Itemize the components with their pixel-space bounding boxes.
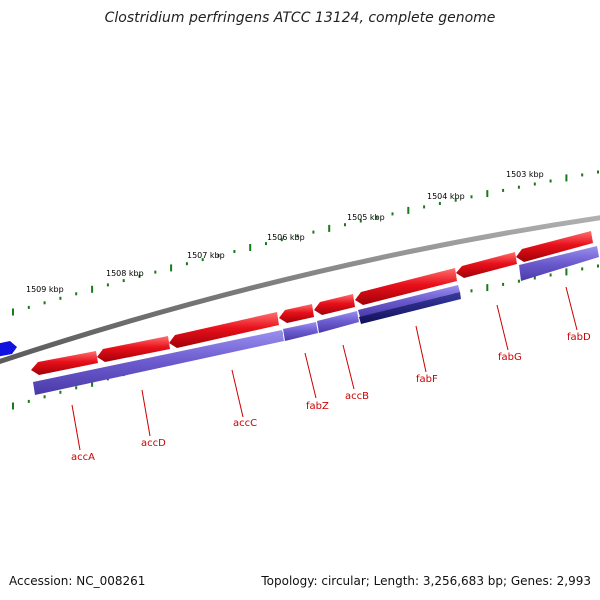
gene-arrow-forward[interactable] [279,304,314,323]
minor-tick [423,205,426,209]
minor-tick [344,223,346,227]
minor-tick [438,202,441,205]
gene-leader-lines [71,286,578,451]
gene-label[interactable]: fabF [416,374,438,385]
major-tick [486,190,489,198]
major-tick [407,206,410,214]
minor-tick [470,195,473,199]
minor-tick [359,219,362,223]
gene-label[interactable]: accD [141,438,166,449]
gene-bar-reverse[interactable] [317,311,359,333]
minor-tick [233,250,236,253]
minor-tick [185,262,188,266]
minor-tick [59,390,62,394]
scale-label: 1506 kbp [267,233,305,242]
major-tick [12,402,14,410]
gene-labels: accA accD accC fabZ accB fabF fabG fabD [71,332,591,463]
major-tick [91,285,94,293]
outer-tick-track [12,170,599,316]
minor-tick [312,230,315,234]
minor-tick [597,264,599,268]
genome-backbone [0,215,600,364]
minor-tick [106,283,109,287]
minor-tick [59,296,62,300]
major-tick [565,174,568,182]
gene-bar-reverse[interactable] [33,330,284,395]
minor-tick [201,258,204,262]
scale-label: 1504 kbp [427,192,465,201]
minor-tick [502,282,505,286]
major-tick [249,244,252,251]
gene-label[interactable]: fabG [498,352,522,363]
minor-tick [122,279,125,283]
minor-tick [217,254,220,257]
minor-tick [581,173,584,177]
major-tick [328,224,331,232]
scale-label: 1508 kbp [106,269,144,278]
gene-arrow-forward[interactable] [456,252,517,278]
forward-strand-genes [31,231,593,375]
gene-label[interactable]: accB [345,391,369,402]
gene-arrow-forward[interactable] [169,312,279,348]
scale-label: 1503 kbp [506,170,544,179]
gene-bar-reverse[interactable] [519,246,599,281]
major-tick [565,268,568,276]
scale-label: 1505 kbp [347,213,385,222]
gene-bar-reverse-highlight[interactable] [359,292,461,324]
minor-tick [517,279,520,283]
minor-tick [375,215,378,219]
major-tick [486,284,489,292]
scale-label: 1507 kbp [187,251,225,260]
minor-tick [138,274,141,278]
gene-arrow-forward[interactable] [31,351,98,375]
minor-tick [265,242,267,246]
minor-tick [549,273,552,277]
gene-arrow-forward[interactable] [97,336,170,362]
accession-text: Accession: NC_008261 [9,574,146,588]
minor-tick [27,305,30,309]
major-tick [12,308,14,316]
scale-label: 1509 kbp [26,285,64,294]
minor-tick [581,267,584,271]
minor-tick [391,212,394,216]
gene-arrow-forward[interactable] [516,231,593,262]
inner-tick-track [12,264,599,410]
minor-tick [280,238,283,242]
reverse-strand-genes [33,246,599,395]
minor-tick [533,276,536,280]
scale-labels: 1509 kbp 1508 kbp 1507 kbp 1506 kbp 1505… [26,170,544,294]
gene-bar-reverse[interactable] [283,322,318,341]
gene-bar-reverse[interactable] [358,285,460,317]
minor-tick [75,292,78,296]
minor-tick [154,270,157,274]
minor-tick [502,188,505,192]
minor-tick [549,179,552,183]
minor-tick [470,289,473,293]
minor-tick [75,386,78,390]
gene-arrow-forward[interactable] [355,268,457,305]
minor-tick [597,170,599,174]
map-title: Clostridium perfringens ATCC 13124, comp… [104,10,496,26]
major-tick [91,379,94,387]
gene-label[interactable]: accA [71,452,95,463]
gene-label[interactable]: fabZ [306,401,329,412]
minor-tick [533,182,536,186]
gene-label[interactable]: fabD [567,332,591,343]
minor-tick [43,395,46,399]
minor-tick [27,399,30,403]
gene-arrow-other[interactable] [0,341,17,357]
genome-summary-text: Topology: circular; Length: 3,256,683 bp… [261,574,591,588]
minor-tick [517,185,520,189]
minor-tick [296,234,299,238]
gene-arrow-forward[interactable] [314,294,355,315]
minor-tick [43,301,46,305]
minor-tick [454,198,457,202]
major-tick [170,264,173,272]
gene-label[interactable]: accC [233,418,257,429]
